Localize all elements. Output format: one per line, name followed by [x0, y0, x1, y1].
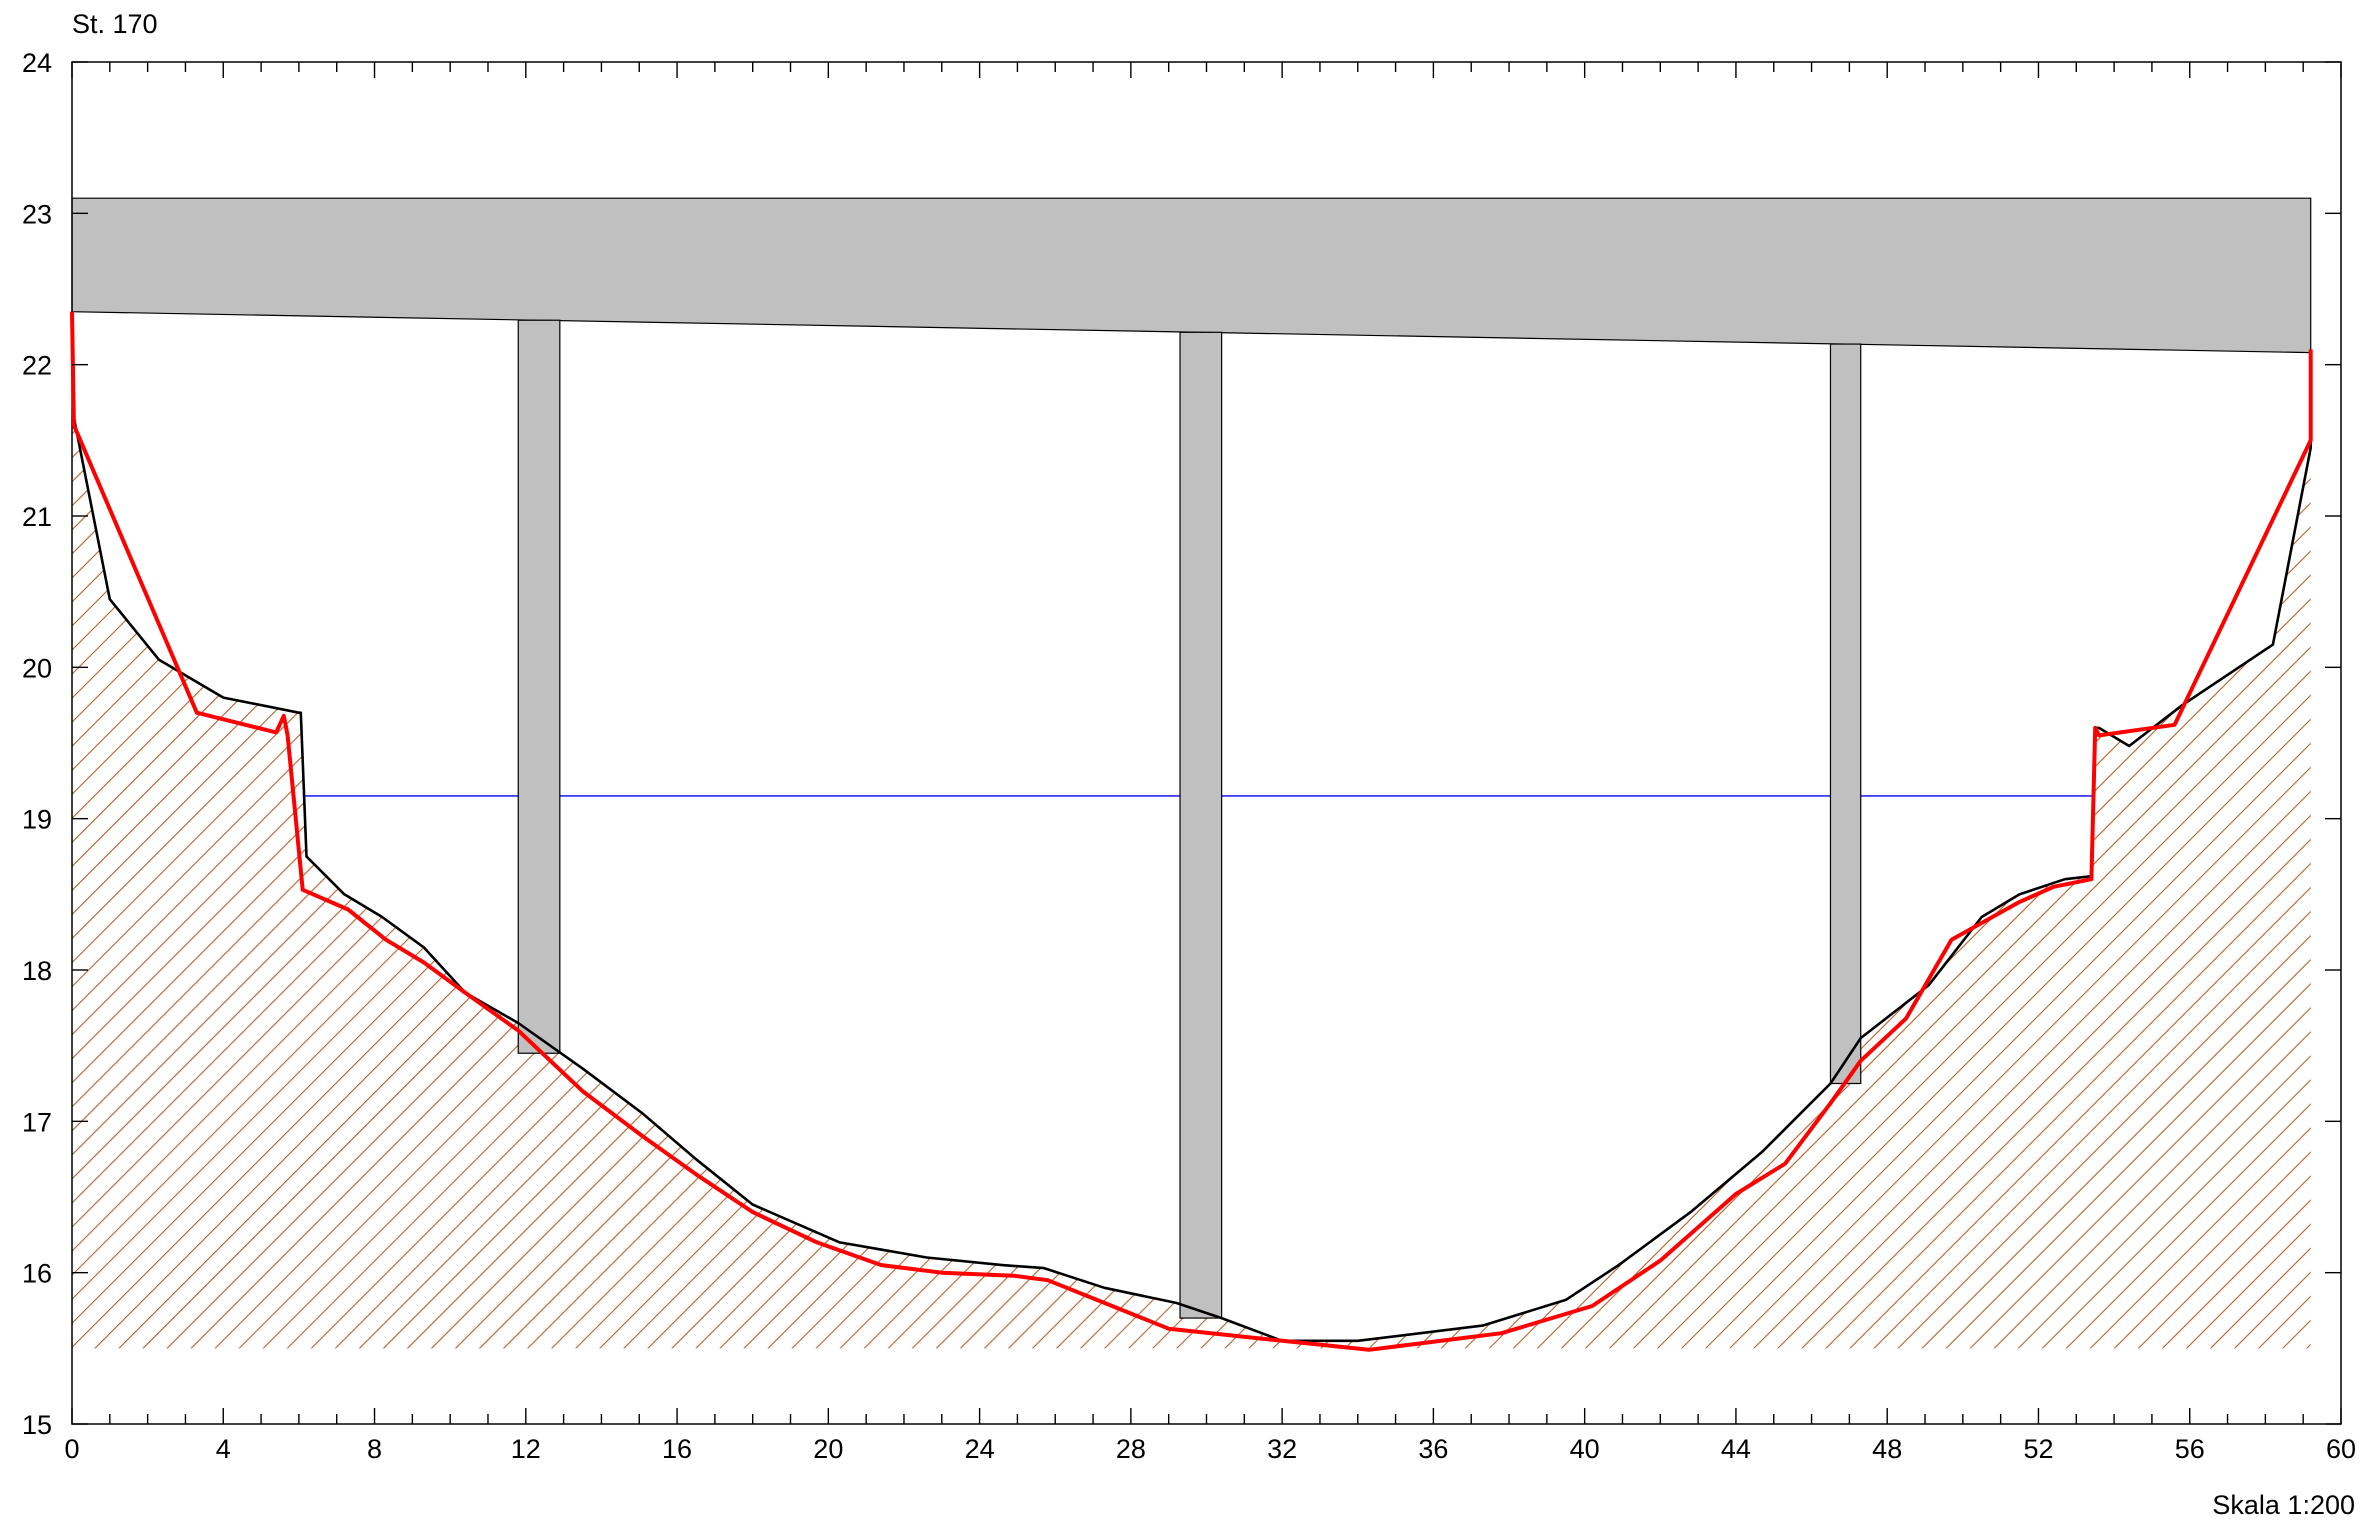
- y-tick-label: 16: [22, 1259, 52, 1289]
- x-tick-label: 40: [1570, 1434, 1600, 1464]
- x-tick-label: 16: [662, 1434, 692, 1464]
- profile-layer: [70, 311, 2313, 1352]
- y-tick-label: 19: [22, 805, 52, 835]
- x-tick-label: 20: [813, 1434, 843, 1464]
- axes-layer: 0 4 8 12 16 20 24 28 32 36 40 44 48 52 56 6015161718192…: [22, 48, 2356, 1464]
- x-tick-label: 56: [2175, 1434, 2205, 1464]
- y-tick-label: 21: [22, 502, 52, 532]
- x-tick-label: 24: [965, 1434, 995, 1464]
- scale-label: Skala 1:200: [2212, 1490, 2355, 1520]
- x-tick-label: 28: [1116, 1434, 1146, 1464]
- bridge-deck: [71, 197, 2312, 354]
- bridge-pier-1: [517, 319, 561, 1054]
- y-tick-label: 18: [22, 956, 52, 986]
- bridge-pier-3: [1829, 343, 1862, 1085]
- y-tick-label: 15: [22, 1410, 52, 1440]
- x-tick-label: 52: [2023, 1434, 2053, 1464]
- x-tick-label: 60: [2326, 1434, 2356, 1464]
- y-tick-label: 20: [22, 653, 52, 683]
- x-tick-label: 0: [64, 1434, 79, 1464]
- terrain-hatch: [72, 417, 2311, 1349]
- y-tick-label: 23: [22, 199, 52, 229]
- fill-layer: [71, 197, 2312, 1349]
- red-profile-line: [70, 311, 2313, 1352]
- y-tick-label: 24: [22, 48, 52, 78]
- station-label: St. 170: [72, 9, 158, 39]
- x-tick-label: 4: [216, 1434, 231, 1464]
- x-tick-label: 48: [1872, 1434, 1902, 1464]
- x-tick-label: 8: [367, 1434, 382, 1464]
- y-tick-label: 17: [22, 1107, 52, 1137]
- x-tick-label: 36: [1418, 1434, 1448, 1464]
- bridge-pier-2: [1179, 331, 1223, 1319]
- x-tick-label: 12: [511, 1434, 541, 1464]
- black-profile-line: [70, 311, 2312, 1343]
- x-tick-label: 32: [1267, 1434, 1297, 1464]
- x-tick-label: 44: [1721, 1434, 1751, 1464]
- y-tick-label: 22: [22, 351, 52, 381]
